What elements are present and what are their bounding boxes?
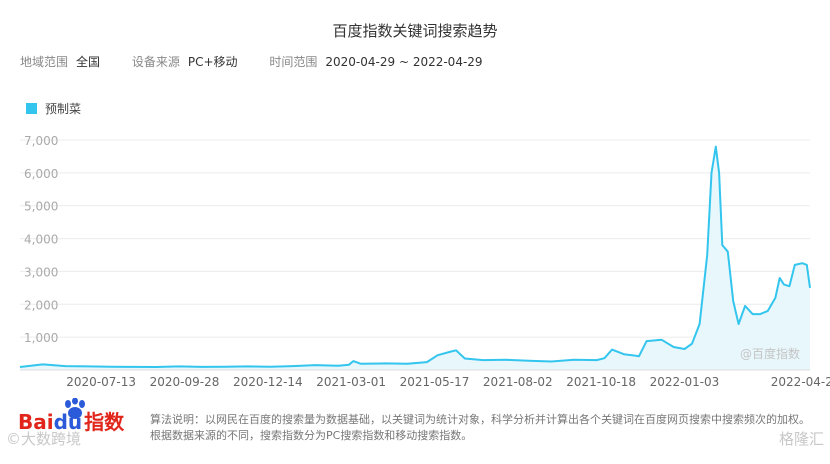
region-label: 地域范围 [20,55,69,69]
x-tick-label: 2020-09-28 [150,375,220,389]
legend-swatch [26,103,37,114]
x-tick-label: 2021-03-01 [316,375,386,389]
legend-label: 预制菜 [45,102,82,116]
baidu-index-logo: Baidu 指数 [18,406,124,435]
y-tick-label: 3,000 [24,265,58,279]
series-line-预制菜 [19,145,811,368]
algorithm-note: 算法说明：以网民在百度的搜索量为数据基础，以关键词为统计对象，科学分析并计算出各… [150,413,810,442]
chart-title: 百度指数关键词搜索趋势 [332,22,498,40]
x-tick-label: 2020-12-14 [233,375,303,389]
logo-bai: Bai [18,410,54,434]
device-label: 设备来源 [131,55,180,69]
series-area [20,146,810,370]
device-value[interactable]: PC+移动 [187,55,238,69]
y-tick-label: 6,000 [24,167,58,181]
time-value[interactable]: 2020-04-29 ~ 2022-04-29 [325,55,483,69]
legend[interactable]: 预制菜 [26,100,81,117]
x-tick-label: 2022-04-25 [771,375,830,389]
y-tick-label: 2,000 [24,298,58,312]
watermark-left: ©大数跨境 [6,430,82,448]
x-tick-label: 2021-08-02 [483,375,553,389]
y-tick-label: 1,000 [24,331,58,345]
y-tick-label: 7,000 [24,134,58,148]
region-value[interactable]: 全国 [76,55,101,69]
time-label: 时间范围 [269,55,318,69]
x-tick-label: 2022-01-03 [650,375,720,389]
chart-watermark: @百度指数 [740,346,800,361]
logo-du: du [53,410,83,434]
y-tick-label: 4,000 [24,233,58,247]
footer: Baidu 指数 算法说明：以网民在百度的搜索量为数据基础，以关键词为统计对象，科… [0,398,830,464]
x-tick-label: 2021-10-18 [566,375,636,389]
watermark-right: 格隆汇 [778,430,824,448]
x-tick-label: 2021-05-17 [400,375,470,389]
filter-bar: 地域范围 全国 设备来源 PC+移动 时间范围 2020-04-29 ~ 2022-0… [20,53,511,70]
x-tick-label: 2020-07-13 [66,375,136,389]
baidu-paw-icon [65,398,85,419]
logo-index: 指数 [84,410,125,434]
trend-chart[interactable]: 1,000 2,000 3,000 4,000 5,000 6,000 7,000 2020-… [0,130,830,395]
y-tick-label: 5,000 [24,200,58,214]
